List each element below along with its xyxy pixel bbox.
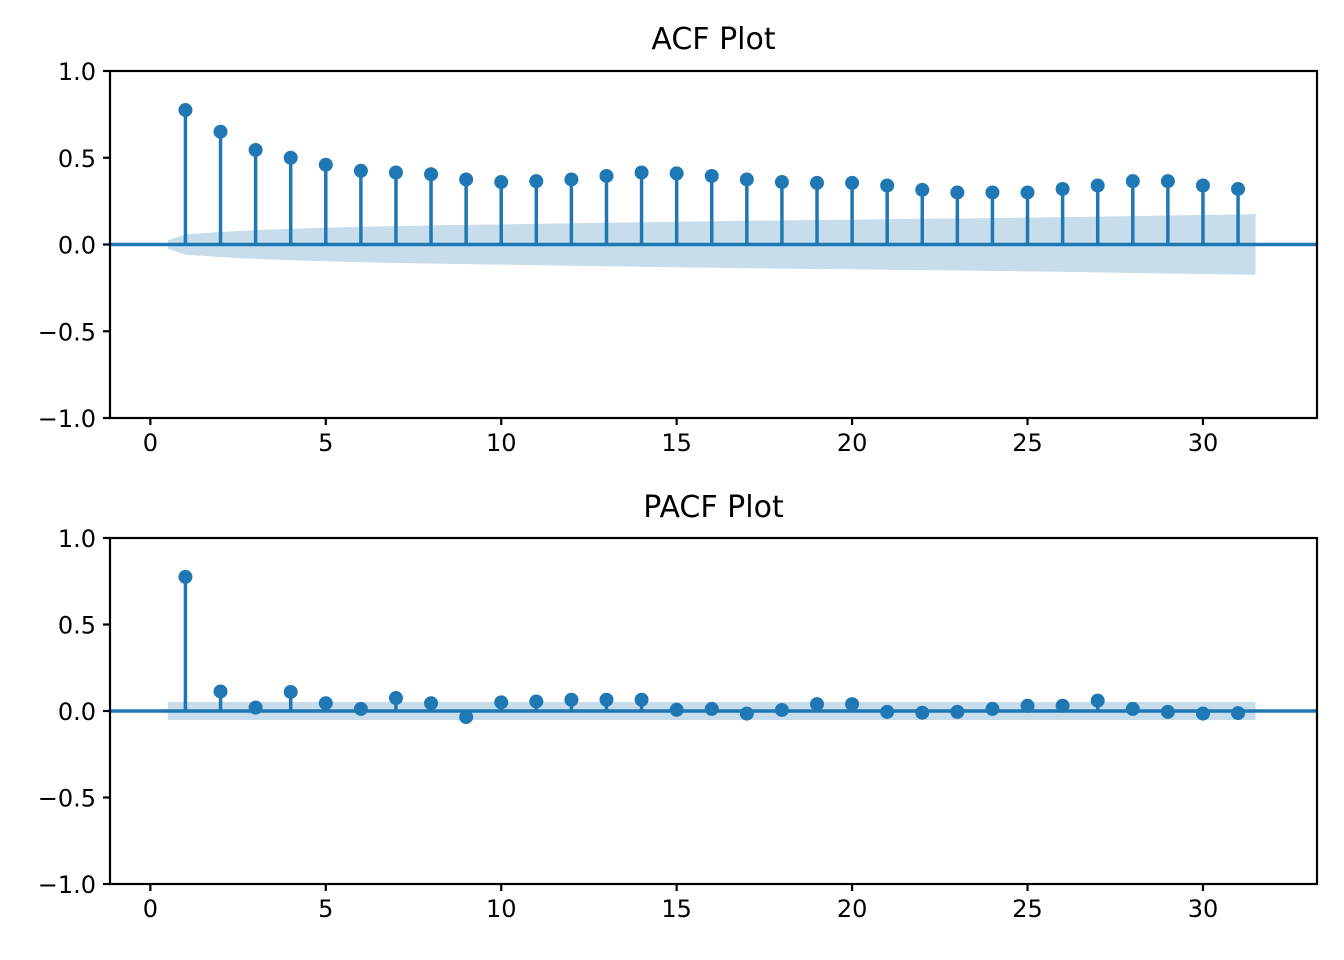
marker-lag-8 (424, 167, 439, 182)
marker-lag-16 (704, 701, 719, 716)
marker-lag-10 (494, 175, 509, 190)
marker-lag-3 (248, 700, 263, 715)
marker-lag-4 (283, 684, 298, 699)
marker-lag-29 (1160, 174, 1175, 189)
x-tick-label: 25 (1012, 895, 1043, 923)
marker-lag-13 (599, 168, 614, 183)
marker-lag-14 (634, 165, 649, 180)
marker-lag-6 (353, 701, 368, 716)
marker-lag-19 (810, 697, 825, 712)
marker-lag-23 (950, 185, 965, 200)
marker-lag-10 (494, 695, 509, 710)
marker-lag-28 (1125, 701, 1140, 716)
marker-lag-12 (564, 172, 579, 187)
x-tick-label: 0 (143, 895, 158, 923)
marker-lag-21 (880, 704, 895, 719)
marker-lag-28 (1125, 174, 1140, 189)
marker-lag-5 (318, 157, 333, 172)
marker-lag-18 (774, 702, 789, 717)
x-tick-label: 30 (1188, 429, 1219, 457)
marker-lag-9 (459, 710, 474, 725)
x-tick-label: 5 (318, 429, 333, 457)
marker-lag-22 (915, 182, 930, 197)
x-tick-label: 10 (486, 429, 517, 457)
x-tick-label: 30 (1188, 895, 1219, 923)
x-tick-label: 10 (486, 895, 517, 923)
x-tick-label: 25 (1012, 429, 1043, 457)
y-tick-label: 0.5 (58, 612, 96, 640)
marker-lag-7 (388, 691, 403, 706)
marker-lag-15 (669, 166, 684, 181)
marker-lag-9 (459, 172, 474, 187)
marker-lag-30 (1195, 706, 1210, 721)
marker-lag-29 (1160, 704, 1175, 719)
x-tick-label: 15 (661, 429, 692, 457)
marker-lag-8 (424, 696, 439, 711)
x-tick-label: 20 (837, 429, 868, 457)
marker-lag-22 (915, 705, 930, 720)
marker-lag-20 (845, 175, 860, 190)
marker-lag-1 (178, 103, 193, 118)
marker-lag-3 (248, 142, 263, 157)
marker-lag-11 (529, 174, 544, 189)
x-tick-label: 20 (837, 895, 868, 923)
marker-lag-2 (213, 124, 228, 139)
marker-lag-17 (739, 706, 754, 721)
y-tick-label: 0.0 (58, 698, 96, 726)
marker-lag-7 (388, 165, 403, 180)
marker-lag-30 (1195, 178, 1210, 193)
pacf-plot-title: PACF Plot (643, 490, 784, 525)
marker-lag-4 (283, 150, 298, 165)
marker-lag-14 (634, 692, 649, 707)
marker-lag-15 (669, 702, 684, 717)
marker-lag-19 (810, 175, 825, 190)
y-tick-label: −0.5 (38, 318, 96, 346)
marker-lag-11 (529, 694, 544, 709)
marker-lag-31 (1231, 706, 1246, 721)
y-tick-label: 0.5 (58, 145, 96, 173)
x-tick-label: 15 (661, 895, 692, 923)
y-tick-label: 1.0 (58, 525, 96, 553)
marker-lag-27 (1090, 178, 1105, 193)
marker-lag-2 (213, 684, 228, 699)
acf-plot-title: ACF Plot (651, 22, 776, 57)
marker-lag-6 (353, 163, 368, 178)
marker-lag-13 (599, 692, 614, 707)
y-tick-label: −1.0 (38, 405, 96, 433)
marker-lag-24 (985, 185, 1000, 200)
marker-lag-16 (704, 168, 719, 183)
marker-lag-12 (564, 692, 579, 707)
marker-lag-1 (178, 569, 193, 584)
y-tick-label: −0.5 (38, 785, 96, 813)
marker-lag-20 (845, 697, 860, 712)
marker-lag-25 (1020, 698, 1035, 713)
marker-lag-18 (774, 175, 789, 190)
marker-lag-17 (739, 172, 754, 187)
marker-lag-5 (318, 696, 333, 711)
y-tick-label: 0.0 (58, 232, 96, 260)
y-tick-label: −1.0 (38, 871, 96, 899)
marker-lag-24 (985, 701, 1000, 716)
marker-lag-26 (1055, 181, 1070, 196)
marker-lag-26 (1055, 698, 1070, 713)
marker-lag-25 (1020, 185, 1035, 200)
x-tick-label: 0 (143, 429, 158, 457)
marker-lag-23 (950, 704, 965, 719)
x-tick-label: 5 (318, 895, 333, 923)
marker-lag-21 (880, 178, 895, 193)
y-tick-label: 1.0 (58, 58, 96, 86)
marker-lag-27 (1090, 693, 1105, 708)
marker-lag-31 (1231, 181, 1246, 196)
